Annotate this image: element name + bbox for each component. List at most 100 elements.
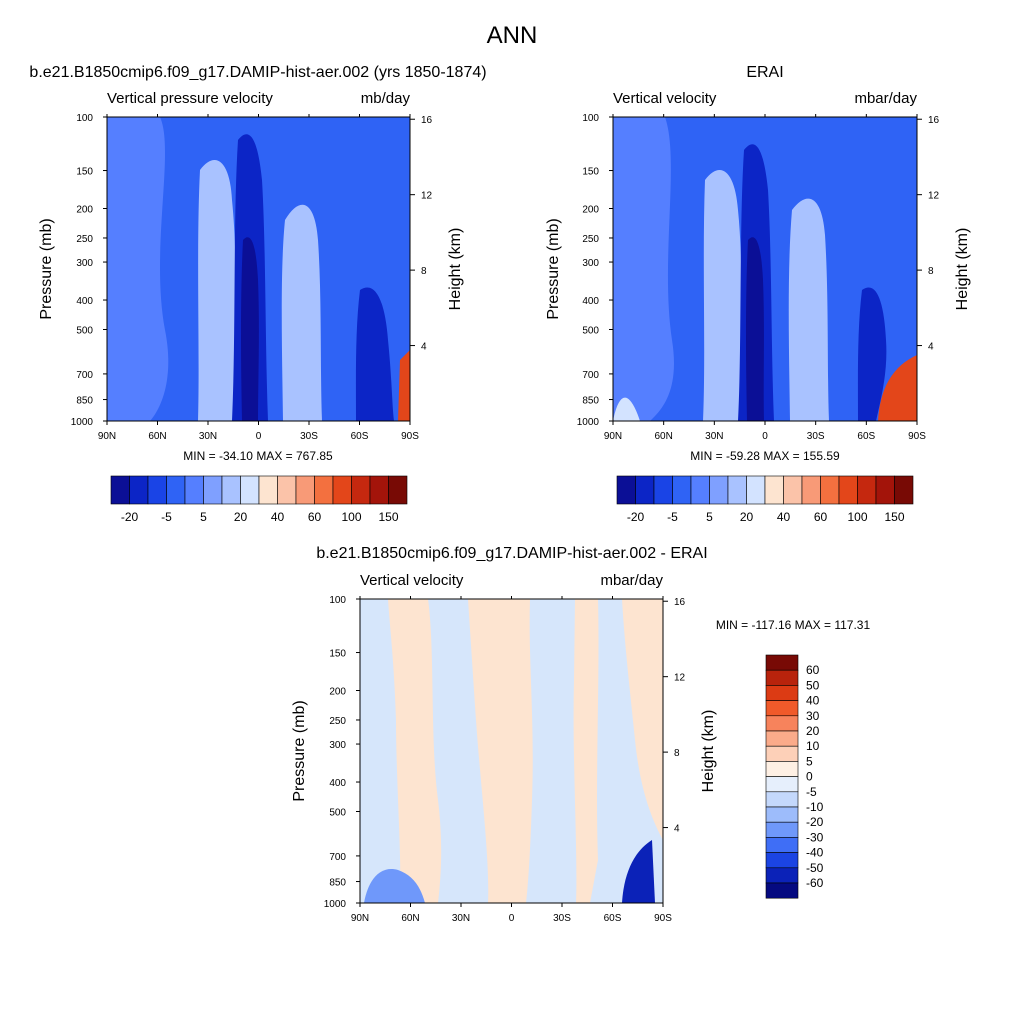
y2-tick-label: 4 — [928, 342, 934, 353]
x-tick-label: 90S — [908, 431, 926, 442]
colorbar-tick-label: 30 — [806, 709, 820, 723]
field-weak-rise-north — [107, 117, 169, 421]
y-tick-label: 250 — [76, 234, 93, 245]
panel-difference-field — [360, 599, 663, 903]
colorbar-swatch — [875, 475, 895, 505]
colorbar-swatch — [672, 475, 692, 505]
colorbar-swatch — [690, 475, 710, 505]
colorbar-swatch — [765, 776, 799, 793]
panel-reference-right-label: mbar/day — [854, 90, 917, 107]
colorbar-swatch — [765, 806, 799, 823]
colorbar-tick-label: 150 — [884, 510, 904, 524]
colorbar-tick-label: 20 — [740, 510, 754, 524]
y-tick-label: 400 — [329, 778, 346, 789]
colorbar-swatch — [765, 821, 799, 838]
colorbar-swatch — [147, 475, 167, 505]
colorbar-tick-label: -5 — [667, 510, 678, 524]
colorbar-tick-label: -40 — [806, 846, 824, 860]
panel-reference-axes: 90N 60N 30N 0 30S 60S 90S 100 150 200 250 300 400 500… — [577, 113, 940, 442]
figure-title: ANN — [487, 22, 538, 49]
x-tick-label: 60N — [654, 431, 672, 442]
field-core-itcz — [241, 237, 259, 421]
x-tick-label: 30S — [807, 431, 825, 442]
x-tick-label: 90S — [654, 913, 672, 924]
x-tick-label: 30N — [705, 431, 723, 442]
y2-tick-label: 16 — [421, 115, 433, 126]
y-tick-label: 850 — [582, 396, 599, 407]
colorbar-tick-label: -20 — [806, 815, 824, 829]
colorbar-swatch — [765, 867, 799, 884]
colorbar-tick-label: -30 — [806, 830, 824, 844]
y-tick-label: 850 — [329, 878, 346, 889]
colorbar-swatch — [765, 685, 799, 701]
y2-tick-label: 12 — [928, 191, 940, 202]
field-negative-north-surface — [364, 869, 425, 903]
colorbar-swatch — [838, 475, 858, 505]
field-core-itcz — [746, 237, 764, 421]
field-weak-rise-subtropics — [703, 170, 742, 421]
colorbar-swatch — [635, 475, 655, 505]
field-sink-south — [398, 350, 410, 421]
x-tick-label: 60S — [857, 431, 875, 442]
y2-tick-label: 16 — [928, 115, 940, 126]
colorbar-swatch — [616, 475, 636, 505]
field-positive-north — [388, 599, 442, 903]
y-tick-label: 1000 — [324, 899, 347, 910]
colorbar-swatch — [820, 475, 840, 505]
y-tick-label: 850 — [76, 396, 93, 407]
x-tick-label: 90N — [604, 431, 622, 442]
colorbar-tick-label: 60 — [308, 510, 322, 524]
panel-model: b.e21.B1850cmip6.f09_g17.DAMIP-hist-aer.… — [29, 64, 486, 524]
y2-tick-label: 4 — [421, 342, 427, 353]
field-weak-rise-north-surface — [613, 397, 640, 421]
colorbar-swatch — [764, 475, 784, 505]
y-tick-label: 1000 — [71, 417, 94, 428]
colorbar-swatch — [110, 475, 130, 505]
field-positive-south-pole — [622, 599, 663, 840]
panel-difference-right-label: mbar/day — [600, 572, 663, 589]
colorbar-tick-label: 20 — [234, 510, 248, 524]
y-tick-label: 700 — [582, 370, 599, 381]
y-tick-label: 200 — [76, 205, 93, 216]
y2-tick-label: 12 — [674, 673, 686, 684]
field-strong-rise-south — [857, 287, 887, 421]
colorbar-swatch — [221, 475, 241, 505]
panel-difference-title: b.e21.B1850cmip6.f09_g17.DAMIP-hist-aer.… — [316, 545, 707, 562]
colorbar-swatch — [166, 475, 186, 505]
panel-reference-stats: MIN = -59.28 MAX = 155.59 — [690, 449, 840, 463]
y2-tick-label: 8 — [674, 748, 680, 759]
x-tick-label: 30N — [452, 913, 470, 924]
colorbar-swatch — [765, 669, 799, 686]
colorbar-tick-label: 50 — [806, 678, 820, 692]
y-tick-label: 300 — [582, 258, 599, 269]
colorbar-tick-label: 5 — [806, 754, 813, 768]
x-tick-label: 60S — [351, 431, 369, 442]
panel-reference-y2label: Height (km) — [954, 228, 971, 311]
y-tick-label: 150 — [76, 167, 93, 178]
panel-model-stats: MIN = -34.10 MAX = 767.85 — [183, 449, 333, 463]
colorbar-tick-label: 40 — [271, 510, 285, 524]
colorbar-tick-label: 60 — [806, 663, 820, 677]
colorbar-tick-label: 150 — [378, 510, 398, 524]
x-tick-label: 0 — [256, 431, 262, 442]
colorbar-tick-label: 20 — [806, 724, 820, 738]
colorbar-swatch — [765, 654, 799, 671]
colorbar-swatch — [727, 475, 747, 505]
y-tick-label: 700 — [76, 370, 93, 381]
field-sink-south — [878, 355, 917, 421]
panel-difference-stats: MIN = -117.16 MAX = 117.31 — [716, 618, 871, 632]
x-tick-label: 30S — [553, 913, 571, 924]
panel-reference-ylabel: Pressure (mb) — [545, 218, 562, 319]
panel-difference-left-label: Vertical velocity — [360, 572, 464, 589]
y2-tick-label: 12 — [421, 191, 433, 202]
colorbar-swatch — [351, 475, 371, 505]
colorbar-tick-label: 60 — [814, 510, 828, 524]
x-tick-label: 30S — [300, 431, 318, 442]
colorbar-tick-label: -10 — [806, 800, 824, 814]
field-positive-south — [573, 599, 599, 903]
x-tick-label: 90S — [401, 431, 419, 442]
panel-reference-title: ERAI — [746, 64, 783, 81]
y2-tick-label: 8 — [421, 266, 427, 277]
y-tick-label: 200 — [582, 205, 599, 216]
colorbar-swatch — [332, 475, 352, 505]
